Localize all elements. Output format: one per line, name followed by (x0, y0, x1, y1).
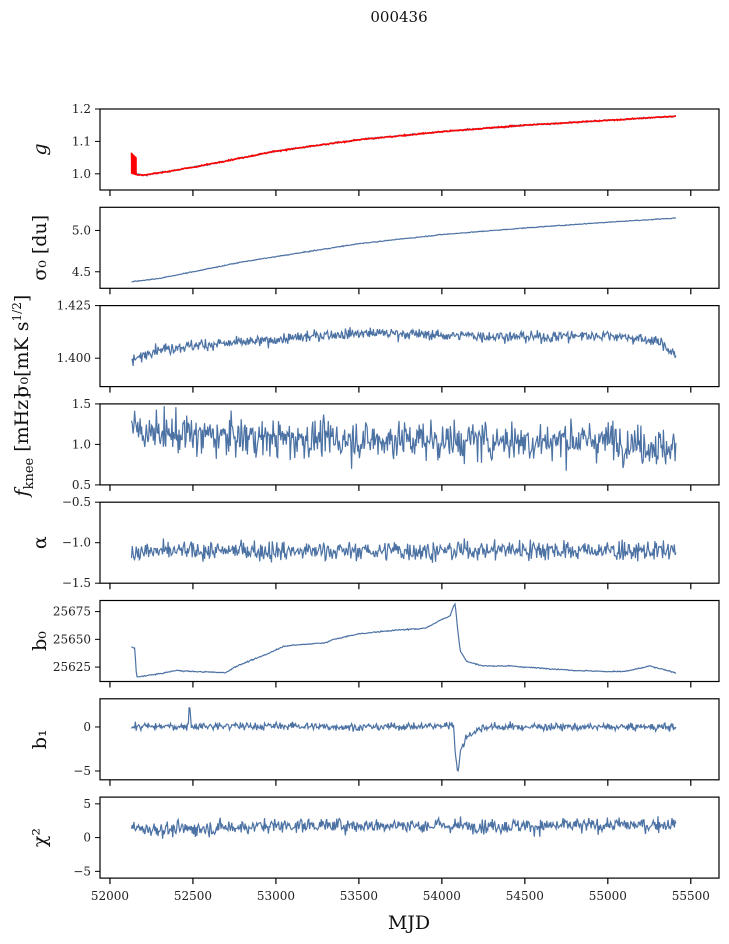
y-axis-label: b₁ (29, 729, 51, 749)
y-tick-label: 0 (83, 720, 91, 734)
series-line-fknee (130, 406, 677, 471)
y-tick-label: 1.0 (72, 167, 91, 181)
x-tick-label: 52000 (91, 889, 129, 903)
series-line-g-model (130, 115, 676, 177)
series-line-sigma0-temp (131, 327, 677, 366)
figure-title: 000436 (370, 8, 427, 26)
y-tick-label: −1.5 (62, 576, 91, 590)
panel-b1: −5 0 b₁ (29, 698, 720, 786)
y-tick-label: −1.0 (62, 536, 91, 550)
y-axis-label: σ₀ [du] (29, 215, 51, 281)
x-tick-label: 54500 (506, 889, 544, 903)
series-line-g (131, 115, 676, 178)
axes-frame (99, 796, 720, 879)
series-line-chi2 (130, 815, 677, 839)
x-tick-label: 55000 (589, 889, 627, 903)
y-tick-label: 1.0 (72, 437, 91, 451)
y-axis-label: g (29, 143, 51, 155)
y-axis-label: α (29, 536, 51, 549)
axes-frame (99, 108, 720, 191)
x-axis-label: MJD (388, 912, 430, 934)
y-tick-label: 0 (83, 831, 91, 845)
y-tick-label: 0.5 (72, 478, 91, 492)
y-tick-label: 1.1 (72, 134, 91, 148)
y-tick-label: 1.5 (72, 397, 91, 411)
y-tick-label: −5 (73, 764, 91, 778)
axes-frame (99, 501, 720, 584)
y-tick-label: 1.400 (57, 351, 91, 365)
y-tick-label: −5 (73, 864, 91, 878)
axes-frame (99, 698, 720, 781)
panel-sigma0-mK: 1.400 1.425 σ₀[mK s1/2] (10, 295, 720, 398)
y-tick-label: 5.0 (72, 223, 91, 237)
y-axis-label: b₀ (29, 631, 51, 651)
series-line-b1 (130, 706, 677, 773)
y-tick-label: 1.2 (72, 102, 91, 116)
y-tick-label: 5 (83, 797, 91, 811)
y-tick-label: 4.5 (72, 265, 91, 279)
x-tick-label: 53000 (257, 889, 295, 903)
panels: 1.0 1.1 1.2 g 4.5 5.0 σ₀ [du] 1.400 1.425 σ₀[mK s… (10, 102, 720, 903)
x-tick-label: 55500 (672, 889, 710, 903)
axes-frame (99, 206, 720, 289)
y-tick-label: 25650 (53, 632, 91, 646)
series-line-sigma0 (131, 217, 677, 283)
x-tick-label: 52500 (174, 889, 212, 903)
x-tick-label: 54000 (423, 889, 461, 903)
y-tick-label: 25625 (53, 660, 91, 674)
y-axis-label: fknee [mHz] (11, 392, 37, 498)
panel-alpha: −1.5 −1.0 −0.5 α (29, 495, 720, 590)
y-tick-label: 1.425 (57, 299, 91, 313)
panel-chi2: −5 0 5 52000 52500 53000 53500 54000 54500 55000 5… (29, 796, 720, 903)
panel-sigma0-du: 4.5 5.0 σ₀ [du] (29, 206, 720, 295)
g-model-spike (130, 152, 137, 174)
y-tick-label: −0.5 (62, 495, 91, 509)
series-line-alpha (130, 538, 677, 563)
panel-fknee: 0.5 1.0 1.5 fknee [mHz] (11, 392, 720, 498)
axes-frame (99, 599, 720, 683)
panel-g: 1.0 1.1 1.2 g (29, 102, 720, 196)
axes-frame (99, 305, 720, 388)
x-tick-label: 53500 (340, 889, 378, 903)
y-tick-label: 25675 (53, 605, 91, 619)
y-axis-label: χ² (29, 828, 51, 847)
y-axis-label: σ₀[mK s1/2] (10, 295, 33, 398)
series-line-b0 (131, 602, 677, 678)
